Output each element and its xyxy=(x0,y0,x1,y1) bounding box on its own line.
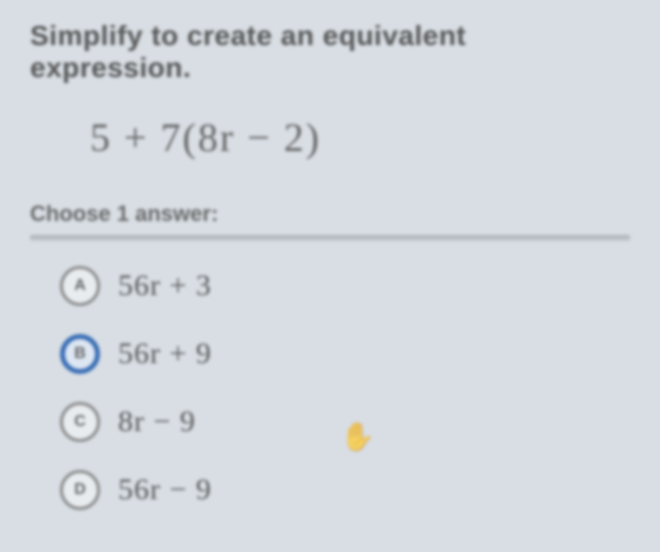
question-prompt: Simplify to create an equivalent express… xyxy=(30,20,630,84)
option-text-d: 56r − 9 xyxy=(118,473,212,507)
radio-d[interactable]: D xyxy=(60,470,100,510)
options-container: A 56r + 3 B 56r + 9 C 8r − 9 D 56r − 9 xyxy=(60,266,630,510)
option-a[interactable]: A 56r + 3 xyxy=(60,266,630,306)
option-d[interactable]: D 56r − 9 xyxy=(60,470,630,510)
radio-letter-a: A xyxy=(74,277,86,295)
radio-c[interactable]: C xyxy=(60,402,100,442)
radio-letter-d: D xyxy=(74,481,86,499)
radio-letter-c: C xyxy=(74,413,86,431)
radio-a[interactable]: A xyxy=(60,266,100,306)
math-expression: 5 + 7(8r − 2) xyxy=(90,114,630,161)
divider xyxy=(30,235,630,241)
option-text-b: 56r + 9 xyxy=(118,337,212,371)
radio-letter-b: B xyxy=(74,345,86,363)
option-b[interactable]: B 56r + 9 xyxy=(60,334,630,374)
choose-label: Choose 1 answer: xyxy=(30,201,630,227)
option-text-a: 56r + 3 xyxy=(118,269,212,303)
option-text-c: 8r − 9 xyxy=(118,405,196,439)
radio-b[interactable]: B xyxy=(60,334,100,374)
cursor-hand-icon: ✋ xyxy=(340,420,375,453)
